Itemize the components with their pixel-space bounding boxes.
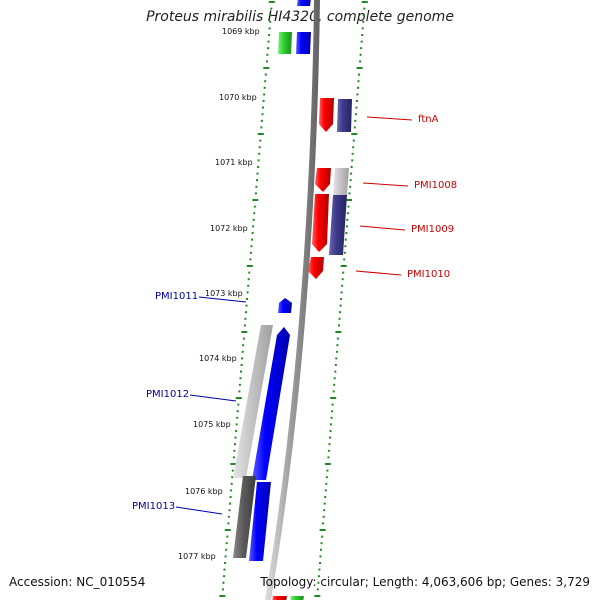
gene-pmi1011[interactable] (278, 298, 292, 313)
kbp-label: 1072 kbp (210, 224, 248, 233)
gene-pmi1009-cds[interactable] (329, 195, 347, 255)
gene-pmi1012[interactable] (233, 325, 273, 478)
gene-label-pmi1009[interactable]: PMI1009 (411, 224, 454, 235)
right-tick-ring (314, 1, 368, 597)
gene-pmi1008[interactable] (315, 168, 331, 192)
gene-block[interactable] (297, 0, 311, 6)
gene-label-pmi1011[interactable]: PMI1011 (155, 291, 198, 302)
kbp-label: 1074 kbp (199, 354, 237, 363)
leader-lines (175, 116, 413, 515)
gene-label-pmi1008[interactable]: PMI1008 (414, 180, 457, 191)
kbp-label: 1075 kbp (193, 420, 231, 429)
gene-pmi1013-cds[interactable] (249, 482, 271, 561)
gene-ftna[interactable] (319, 98, 334, 132)
accession-text: Accession: NC_010554 (9, 575, 146, 589)
gene-block[interactable] (290, 596, 304, 600)
kbp-label: 1070 kbp (219, 93, 257, 102)
kbp-label: 1073 kbp (205, 289, 243, 298)
map-title: Proteus mirabilis HI4320, complete genom… (146, 9, 454, 25)
gene-pmi1012-cds[interactable] (252, 327, 290, 480)
gene-pmi1013[interactable] (233, 476, 256, 558)
gene-block[interactable] (272, 596, 287, 600)
reverse-strand-genes (233, 0, 311, 600)
kbp-label: 1069 kbp (222, 27, 260, 36)
gene-pmi1010[interactable] (308, 257, 324, 279)
kbp-label: 1077 kbp (178, 552, 216, 561)
gene-ftna-cds[interactable] (337, 99, 352, 132)
kbp-label: 1071 kbp (215, 158, 253, 167)
gene-pmi1008-cds[interactable] (333, 168, 349, 195)
gene-label-ftna[interactable]: ftnA (418, 114, 439, 125)
kbp-labels: 1069 kbp 1070 kbp 1071 kbp 1072 kbp 1073… (178, 27, 260, 561)
topology-text: Topology: circular; Length: 4,063,606 bp… (260, 575, 590, 589)
gene-label-pmi1010[interactable]: PMI1010 (407, 269, 450, 280)
gene-label-pmi1012[interactable]: PMI1012 (146, 389, 189, 400)
gene-label-pmi1013[interactable]: PMI1013 (132, 501, 175, 512)
forward-strand-genes (308, 98, 352, 279)
gene-block[interactable] (278, 32, 292, 54)
backbone (265, 0, 320, 600)
gene-block[interactable] (296, 32, 311, 54)
gene-pmi1009[interactable] (312, 194, 329, 252)
gene-labels: ftnA PMI1008 PMI1009 PMI1010 PMI1011 PMI… (132, 114, 457, 512)
left-tick-ring (219, 1, 275, 597)
kbp-label: 1076 kbp (185, 487, 223, 496)
